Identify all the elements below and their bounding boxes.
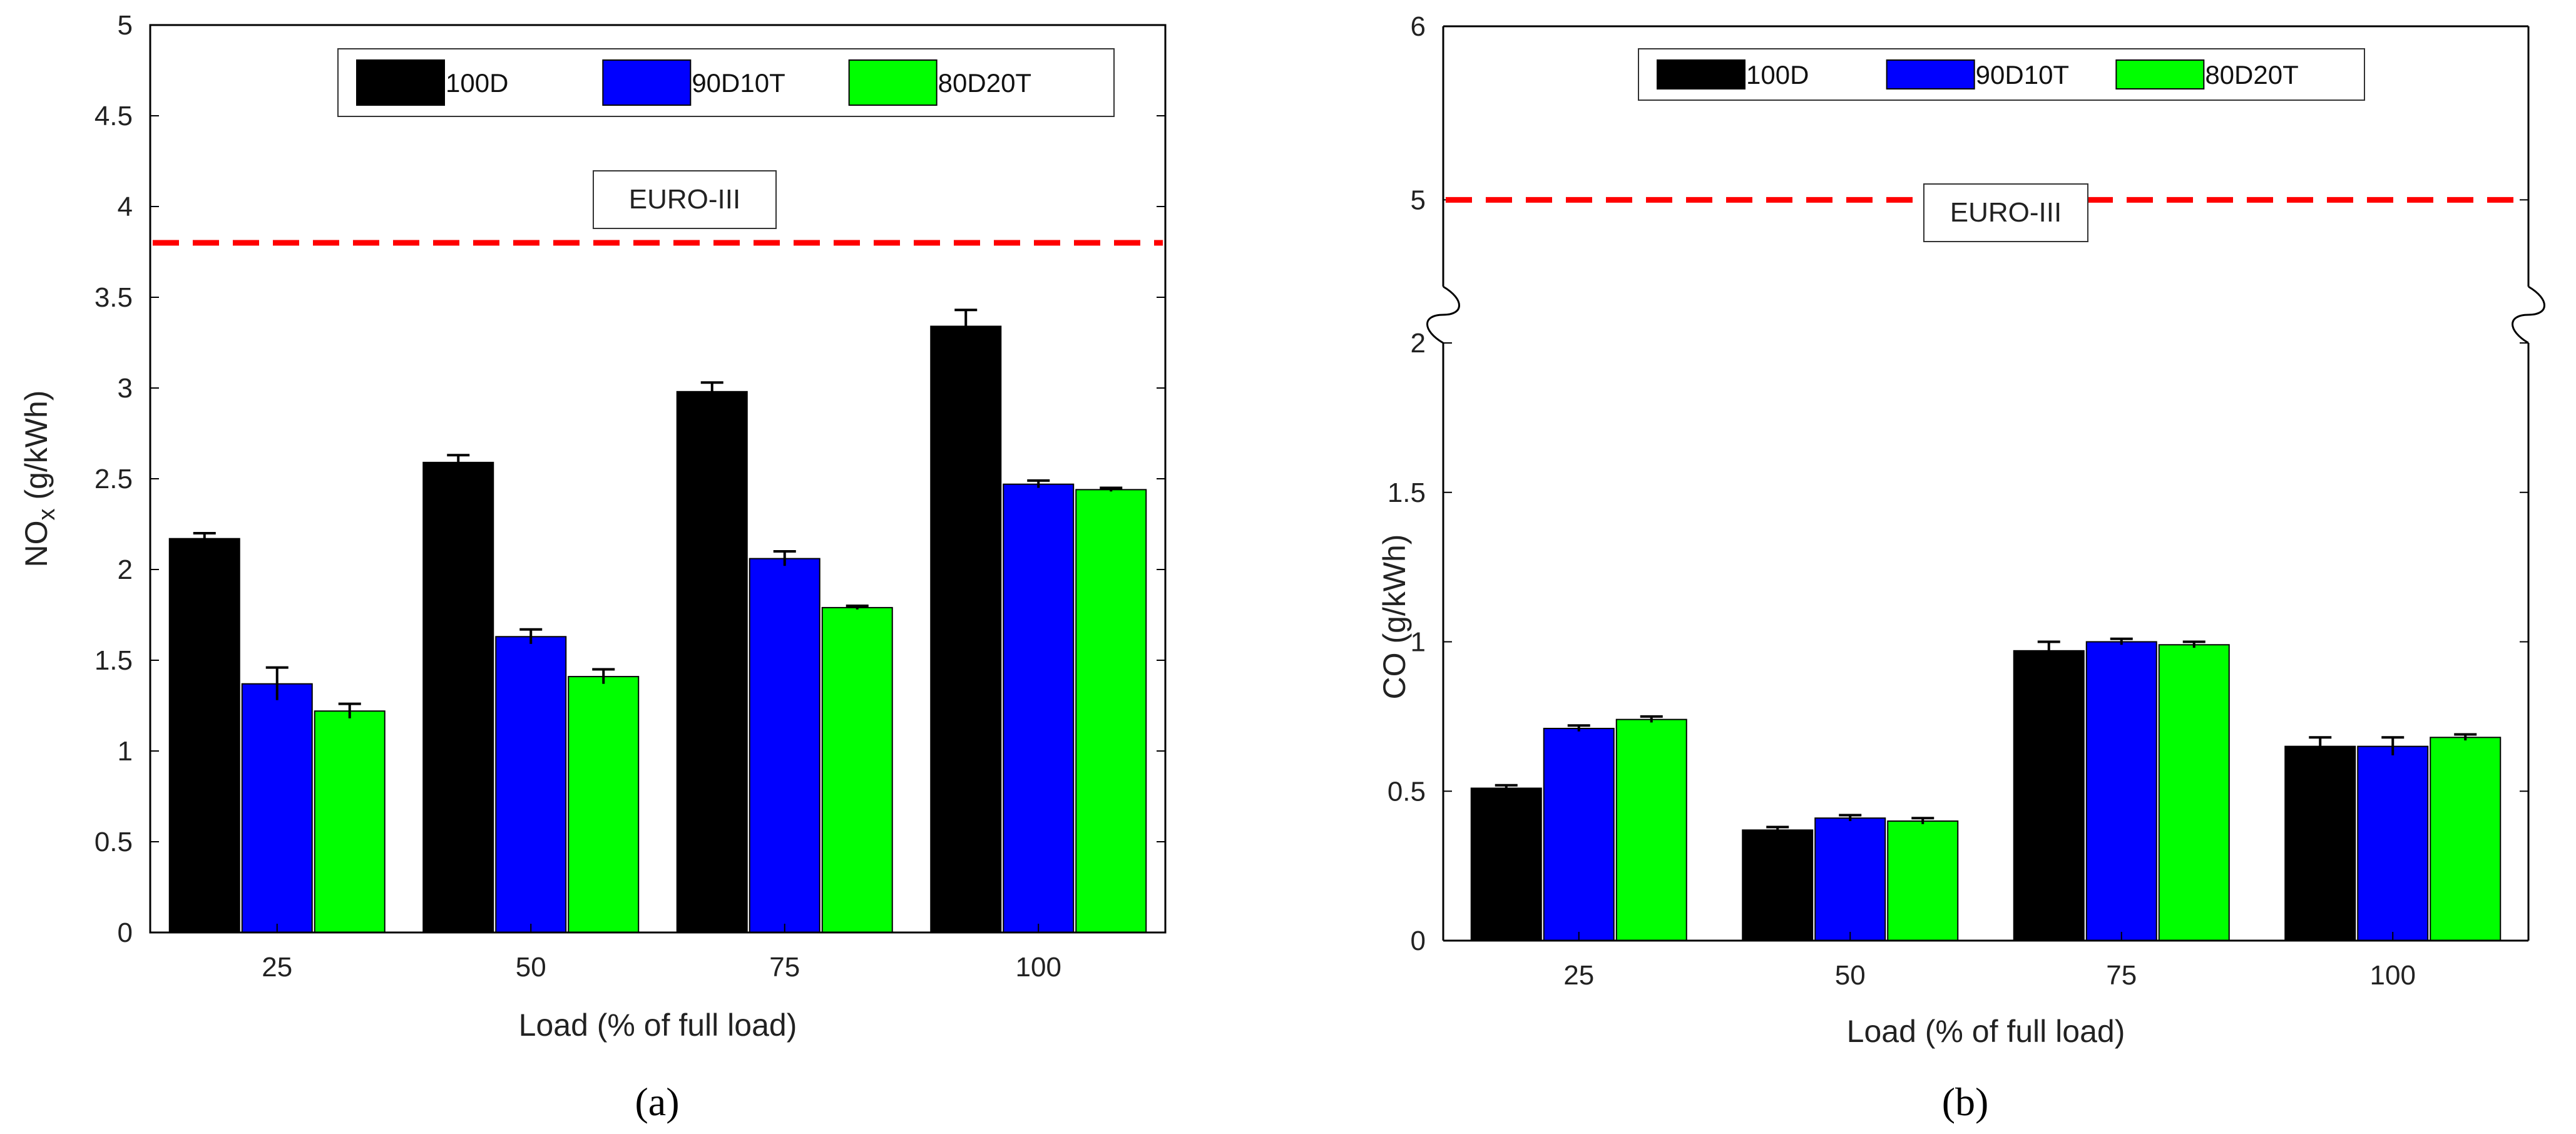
chart-b-xtick-label-25: 25 — [1563, 960, 1594, 991]
chart-b-bar-90D10T-25 — [1543, 727, 1615, 941]
chart-a-xtick-label-50: 50 — [516, 952, 546, 983]
chart-a-ytick-label-0.5: 0.5 — [95, 827, 133, 857]
chart-b-ytick-label-1.5: 1.5 — [1388, 478, 1426, 508]
chart-b-bar-80D20T-100 — [2430, 737, 2502, 942]
chart-a-legend-box — [337, 48, 1115, 117]
chart-b-ylabel: CO (g/kWh) — [1377, 534, 1412, 700]
chart-a-ytick-label-2.5: 2.5 — [95, 464, 133, 494]
chart-a-reference-label: EURO-III — [629, 184, 740, 215]
chart-a-xtick-label-25: 25 — [262, 952, 292, 983]
chart-b-axes-frame — [1426, 25, 2545, 942]
chart-b-ytick-label-0: 0 — [1411, 926, 1426, 956]
chart-a-bar-100D-100 — [930, 325, 1002, 933]
chart-b-legend-box — [1638, 48, 2365, 101]
chart-b-xtick-label-75: 75 — [2106, 960, 2137, 991]
chart-a-legend-label-80D20T: 80D20T — [938, 68, 1031, 98]
chart-b-axis-break-right — [2512, 285, 2545, 344]
chart-a-xlabel: Load (% of full load) — [519, 1008, 797, 1043]
chart-a-bar-80D20T-25 — [314, 710, 386, 933]
chart-b-legend-swatch-80D20T — [2115, 59, 2205, 89]
chart-b-ytick-label-upper-5: 5 — [1411, 185, 1426, 215]
chart-b-legend-label-80D20T: 80D20T — [2205, 60, 2298, 89]
chart-a-ytick-label-1.5: 1.5 — [95, 645, 133, 676]
chart-b-xtick-label-50: 50 — [1835, 960, 1866, 991]
chart-b-reference-label: EURO-III — [1950, 197, 2062, 228]
chart-a-legend-swatch-90D10T — [602, 59, 692, 106]
chart-b-bar-90D10T-100 — [2357, 745, 2429, 941]
chart-b-panel-label: (b) — [1942, 1080, 1989, 1124]
chart-a-bar-100D-25 — [168, 538, 240, 933]
chart-b-xlabel: Load (% of full load) — [1847, 1014, 2125, 1049]
chart-a-ytick-label-2: 2 — [118, 554, 133, 585]
chart-a-bar-80D20T-75 — [821, 606, 893, 933]
chart-a-bar-90D10T-25 — [241, 683, 313, 933]
chart-a-legend-swatch-80D20T — [848, 59, 938, 106]
chart-a-ytick-label-0: 0 — [118, 917, 133, 948]
chart-b-bar-90D10T-50 — [1814, 817, 1886, 941]
chart-b-bar-100D-75 — [2013, 650, 2085, 941]
chart-b-bar-90D10T-75 — [2085, 641, 2157, 941]
chart-a-ytick-label-5: 5 — [118, 10, 133, 41]
chart-a-panel-label: (a) — [635, 1080, 679, 1124]
chart-b-bar-100D-25 — [1470, 787, 1542, 941]
chart-b-legend-swatch-90D10T — [1886, 59, 1975, 89]
chart-a-ytick-label-4: 4 — [118, 192, 133, 222]
chart-a-ylabel-unit: (g/kWh) — [19, 391, 54, 509]
chart-b-ytick-label-2: 2 — [1411, 328, 1426, 359]
chart-a-bar-100D-75 — [676, 391, 748, 933]
chart-a-ytick-label-3.5: 3.5 — [95, 282, 133, 313]
chart-b-axis-break-left — [1426, 285, 1460, 344]
chart-a-legend-label-100D: 100D — [446, 68, 508, 98]
chart-b-bar-80D20T-25 — [1615, 718, 1687, 942]
chart-a-ytick-label-4.5: 4.5 — [95, 101, 133, 131]
chart-b-xtick-label-100: 100 — [2370, 960, 2416, 991]
chart-a-legend-swatch-100D — [356, 59, 445, 106]
chart-a: 0 0.5 1 1.5 2 2.5 3 3.5 4 4.5 5 EURO-III 100D 90D10T 8… — [19, 10, 1167, 1124]
chart-a-xtick-label-75: 75 — [769, 952, 800, 983]
chart-b-ytick-label-0.5: 0.5 — [1388, 776, 1426, 807]
chart-b-legend-label-100D: 100D — [1746, 60, 1809, 89]
chart-a-bar-90D10T-100 — [1003, 483, 1075, 933]
chart-a-axes-frame — [149, 24, 1167, 934]
chart-a-legend-label-90D10T: 90D10T — [692, 68, 785, 98]
chart-a-ylabel-main: NO — [19, 520, 54, 567]
chart-b-bar-80D20T-50 — [1887, 820, 1959, 941]
chart-b-ytick-label-upper-6: 6 — [1411, 11, 1426, 42]
chart-b-ytick-label-1: 1 — [1411, 627, 1426, 658]
chart-a-ytick-label-3: 3 — [118, 373, 133, 404]
chart-b-reference-label-box — [1923, 183, 2088, 242]
chart-a-reference-label-box — [593, 170, 777, 229]
chart-a-xtick-label-100: 100 — [1016, 952, 1061, 983]
chart-b-bar-100D-100 — [2284, 745, 2356, 941]
chart-a-bar-90D10T-50 — [495, 636, 567, 933]
chart-a-ytick-label-1: 1 — [118, 736, 133, 767]
chart-b-bar-100D-50 — [1742, 829, 1814, 941]
chart-b-bar-80D20T-75 — [2158, 644, 2230, 942]
chart-a-bar-80D20T-50 — [568, 676, 640, 933]
chart-a-ylabel-sub: x — [34, 508, 60, 520]
chart-a-ylabel: NOx (g/kWh) — [19, 391, 60, 568]
chart-b-legend-swatch-100D — [1657, 59, 1745, 89]
chart-a-bar-100D-50 — [422, 461, 494, 933]
chart-b-legend-label-90D10T: 90D10T — [1976, 60, 2069, 89]
chart-a-bar-90D10T-75 — [749, 558, 820, 933]
chart-a-bar-80D20T-100 — [1075, 489, 1147, 933]
